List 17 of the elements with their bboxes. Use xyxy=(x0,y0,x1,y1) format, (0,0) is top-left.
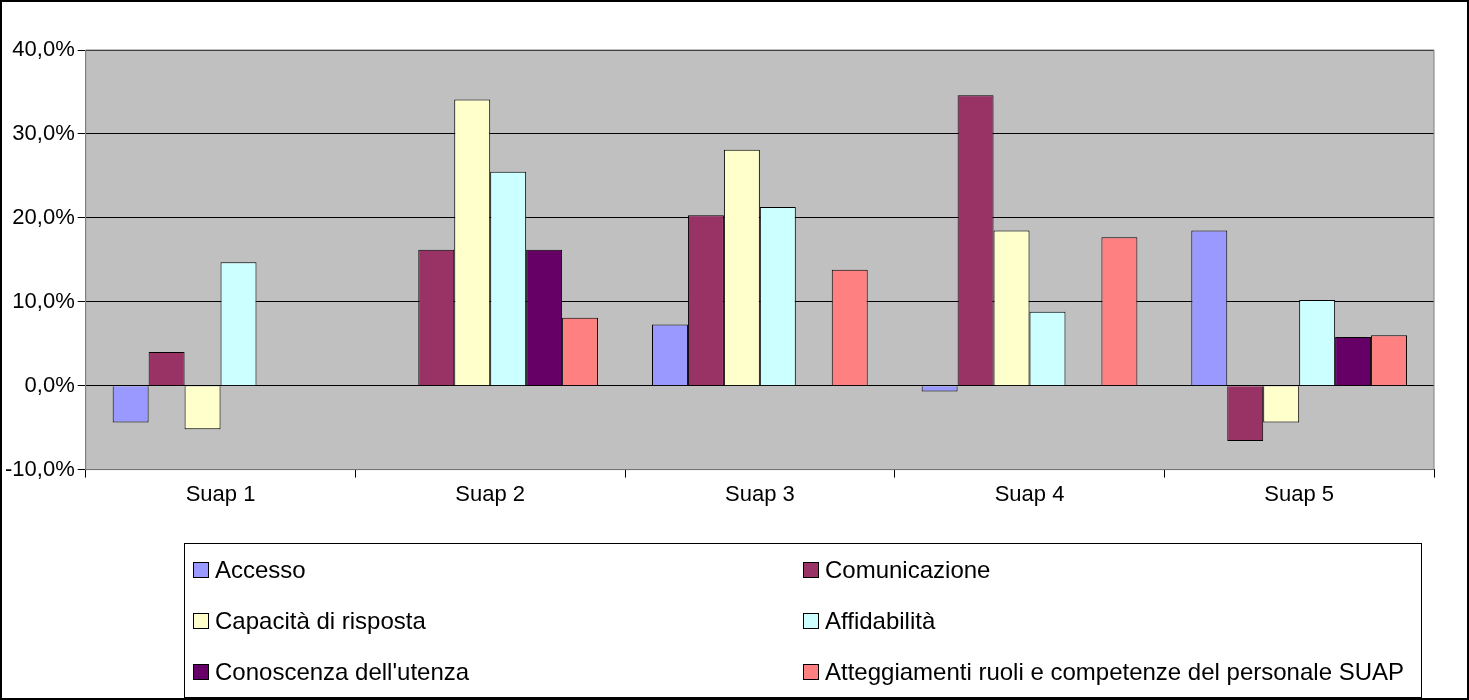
y-tick-label: 10,0% xyxy=(12,287,75,313)
y-tick-label: -10,0% xyxy=(4,455,75,481)
legend-label: Conoscenza dell'utenza xyxy=(215,657,470,686)
y-tick-label: 30,0% xyxy=(12,119,75,145)
y-tick-label: 0,0% xyxy=(24,371,75,397)
x-tick-label: Suap 2 xyxy=(455,480,526,506)
x-tick-label: Suap 5 xyxy=(1264,480,1335,506)
x-tick-label: Suap 1 xyxy=(185,480,256,506)
x-tick-label: Suap 4 xyxy=(994,480,1065,506)
legend-label: Comunicazione xyxy=(825,555,991,584)
legend-label: Capacità di risposta xyxy=(215,606,426,635)
y-tick-label: 40,0% xyxy=(12,36,75,62)
legend-label: Atteggiamenti ruoli e competenze del personale SUAP xyxy=(825,657,1404,686)
legend-label: Affidabilità xyxy=(825,606,936,635)
y-tick-label: 20,0% xyxy=(12,203,75,229)
x-tick-label: Suap 3 xyxy=(724,480,795,506)
legend-label: Accesso xyxy=(215,555,306,584)
